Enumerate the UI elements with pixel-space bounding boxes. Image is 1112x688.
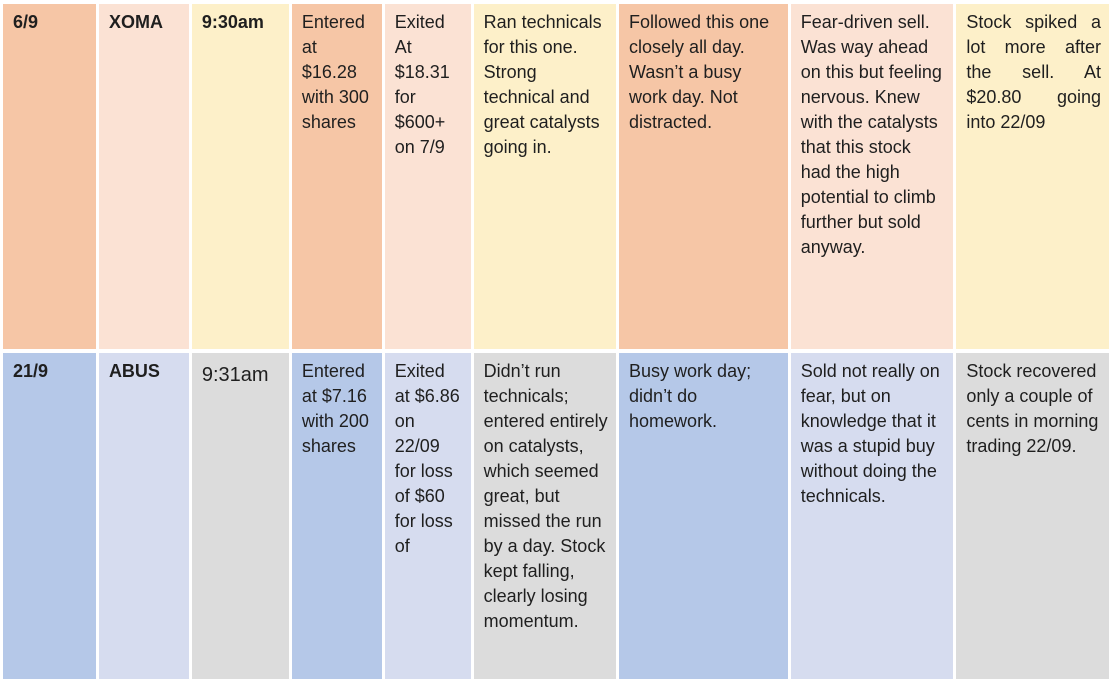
trade-analysis: Didn’t run technicals; entered entirely … <box>473 353 617 679</box>
trade-attention: Followed this one closely all day. Wasn’… <box>619 4 788 349</box>
trade-date: 21/9 <box>3 353 96 679</box>
table-row: 21/9 ABUS 9:31am Entered at $7.16 with 2… <box>3 353 1109 679</box>
trade-exit: Exited At $18.31 for $600+ on 7/9 <box>384 4 471 349</box>
trade-sell-reason: Fear-driven sell. Was way ahead on this … <box>790 4 954 349</box>
trade-outcome: Stock spiked a lot more after the sell. … <box>956 4 1109 349</box>
trade-ticker: ABUS <box>98 353 189 679</box>
trade-sell-reason: Sold not really on fear, but on knowledg… <box>790 353 954 679</box>
trade-entry: Entered at $16.28 with 300 shares <box>291 4 382 349</box>
trade-entry: Entered at $7.16 with 200 shares <box>291 353 382 679</box>
trade-exit: Exited at $6.86 on 22/09 for loss of $60… <box>384 353 471 679</box>
trade-time: 9:30am <box>191 4 289 349</box>
trade-ticker: XOMA <box>98 4 189 349</box>
trade-outcome: Stock recovered only a couple of cents i… <box>956 353 1109 679</box>
trade-attention: Busy work day; didn’t do homework. <box>619 353 788 679</box>
trade-time: 9:31am <box>191 353 289 679</box>
trade-analysis: Ran technicals for this one. Strong tech… <box>473 4 617 349</box>
table-row: 6/9 XOMA 9:30am Entered at $16.28 with 3… <box>3 4 1109 349</box>
trade-date: 6/9 <box>3 4 96 349</box>
